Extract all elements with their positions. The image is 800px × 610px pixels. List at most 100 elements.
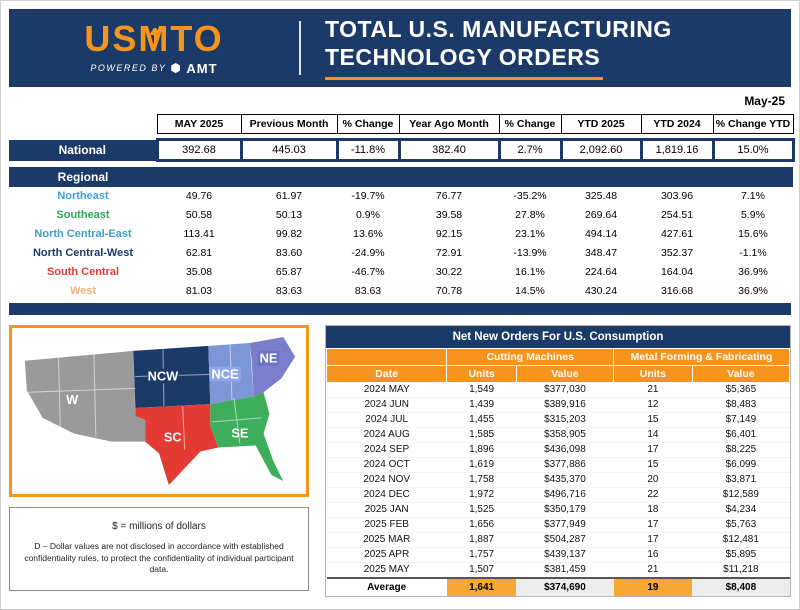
region-value: 92.15 xyxy=(399,224,499,244)
region-value: 494.14 xyxy=(561,224,641,244)
orders-cell: $5,365 xyxy=(692,382,790,398)
region-value: -13.9% xyxy=(499,243,561,263)
title-line-1: TOTAL U.S. MANUFACTURING xyxy=(325,16,672,43)
orders-cell: 1,758 xyxy=(446,472,517,488)
region-value: 352.37 xyxy=(641,243,713,263)
orders-cell: 2024 OCT xyxy=(326,457,447,473)
region-name: Northeast xyxy=(9,186,157,206)
mf-value-header: Value xyxy=(691,364,791,383)
orders-row: 2025 FEB 1,656 $377,949 17 $5,763 xyxy=(326,517,790,533)
confidentiality-disclaimer: D – Dollar values are not disclosed in a… xyxy=(24,541,294,575)
column-header: % Change YTD xyxy=(712,114,794,134)
orders-cell: 20 xyxy=(613,472,693,488)
nce-label-plate xyxy=(209,366,241,381)
powered-by-label: POWERED BY xyxy=(90,63,167,73)
region-value: 16.1% xyxy=(499,262,561,282)
usmto-logo: USMTO xyxy=(84,20,223,57)
region-value: 113.41 xyxy=(157,224,241,244)
dollars-note: $ = millions of dollars xyxy=(112,521,206,533)
region-value: 61.97 xyxy=(241,186,337,206)
region-row: South Central 35.08 65.87 -46.7% 30.22 1… xyxy=(9,262,793,282)
empty-group-cell xyxy=(325,347,448,366)
orders-cell: 22 xyxy=(613,487,693,503)
region-value: 5.9% xyxy=(713,205,793,225)
amt-name: AMT xyxy=(186,60,218,76)
orders-cell: $12,589 xyxy=(692,487,790,503)
region-row: Northeast 49.76 61.97 -19.7% 76.77 -35.2… xyxy=(9,186,793,206)
region-se-shape xyxy=(210,391,284,481)
map-label-west: W xyxy=(66,392,79,407)
orders-table-title: Net New Orders For U.S. Consumption xyxy=(326,325,790,348)
map-label-ne: NE xyxy=(260,350,278,365)
cutting-machines-header: Cutting Machines xyxy=(446,347,615,366)
region-value: 23.1% xyxy=(499,224,561,244)
cm-units-header: Units xyxy=(446,364,517,383)
orders-cell: 15 xyxy=(613,457,693,473)
region-value: -1.1% xyxy=(713,243,793,263)
region-value: 348.47 xyxy=(561,243,641,263)
region-value: 164.04 xyxy=(641,262,713,282)
region-row: Southeast 50.58 50.13 0.9% 39.58 27.8% 2… xyxy=(9,205,793,225)
orders-row: 2025 MAY 1,507 $381,459 21 $11,218 xyxy=(326,562,790,578)
orders-cell: 2024 JUN xyxy=(326,397,447,413)
powered-by-line: POWERED BY ⬢ AMT xyxy=(90,61,217,76)
national-value: 2,092.60 xyxy=(559,138,643,162)
mf-units-header: Units xyxy=(613,364,693,383)
orders-cell: $381,459 xyxy=(516,562,614,578)
empty-header-cell xyxy=(9,114,157,134)
title-line-2: TECHNOLOGY ORDERS xyxy=(325,44,601,70)
orders-cell: 2024 JUL xyxy=(326,412,447,428)
region-value: 50.13 xyxy=(241,205,337,225)
date-row: May-25 xyxy=(9,94,785,108)
region-value: 70.78 xyxy=(399,281,499,301)
metal-forming-header: Metal Forming & Fabricating xyxy=(613,347,790,366)
national-label: National xyxy=(9,139,157,161)
orders-row: 2024 AUG 1,585 $358,905 14 $6,401 xyxy=(326,427,790,443)
header-divider xyxy=(299,21,301,75)
national-value: 392.68 xyxy=(155,138,243,162)
region-value: 65.87 xyxy=(241,262,337,282)
region-value: 325.48 xyxy=(561,186,641,206)
orders-cell: 17 xyxy=(613,532,693,548)
orders-cell: 2025 APR xyxy=(326,547,447,563)
orders-cell: $436,098 xyxy=(516,442,614,458)
orders-cell: $7,149 xyxy=(692,412,790,428)
orders-row: 2024 DEC 1,972 $496,716 22 $12,589 xyxy=(326,487,790,503)
orders-cell: $11,218 xyxy=(692,562,790,578)
orders-table: Cutting Machines Metal Forming & Fabrica… xyxy=(325,347,791,596)
orders-cell: 1,757 xyxy=(446,547,517,563)
amt-logo-icon: ⬢ xyxy=(170,61,183,75)
national-value: 15.0% xyxy=(711,138,795,162)
national-value: 1,819.16 xyxy=(639,138,715,162)
region-value: 303.96 xyxy=(641,186,713,206)
average-label: Average xyxy=(326,576,447,596)
orders-cell: $4,234 xyxy=(692,502,790,518)
national-value: 445.03 xyxy=(239,138,339,162)
national-value: 2.7% xyxy=(497,138,563,162)
column-header: % Change xyxy=(498,114,562,134)
orders-cell: 1,439 xyxy=(446,397,517,413)
orders-cell: 2025 FEB xyxy=(326,517,447,533)
regional-label: Regional xyxy=(9,166,157,187)
orders-cell: $6,099 xyxy=(692,457,790,473)
orders-cell: 1,549 xyxy=(446,382,517,398)
orders-cell: 2025 MAY xyxy=(326,562,447,578)
average-cm-value: $374,690 xyxy=(516,576,614,596)
orders-row: 2024 MAY 1,549 $377,030 21 $5,365 xyxy=(326,382,790,398)
region-value: 50.58 xyxy=(157,205,241,225)
orders-cell: 21 xyxy=(613,382,693,398)
date-column-header: Date xyxy=(325,364,448,383)
orders-row: 2025 APR 1,757 $439,137 16 $5,895 xyxy=(326,547,790,563)
orders-cell: $8,225 xyxy=(692,442,790,458)
map-label-nce: NCE xyxy=(212,366,240,381)
orders-cell: $8,483 xyxy=(692,397,790,413)
average-row: Average 1,641 $374,690 19 $8,408 xyxy=(326,576,790,596)
column-header: Previous Month xyxy=(240,114,338,134)
orders-cell: 12 xyxy=(613,397,693,413)
orders-row: 2024 JUN 1,439 $389,916 12 $8,483 xyxy=(326,397,790,413)
region-row: North Central-East 113.41 99.82 13.6% 92… xyxy=(9,224,793,244)
column-header: MAY 2025 xyxy=(156,114,242,134)
orders-cell: $3,871 xyxy=(692,472,790,488)
orders-row: 2025 JAN 1,525 $350,179 18 $4,234 xyxy=(326,502,790,518)
